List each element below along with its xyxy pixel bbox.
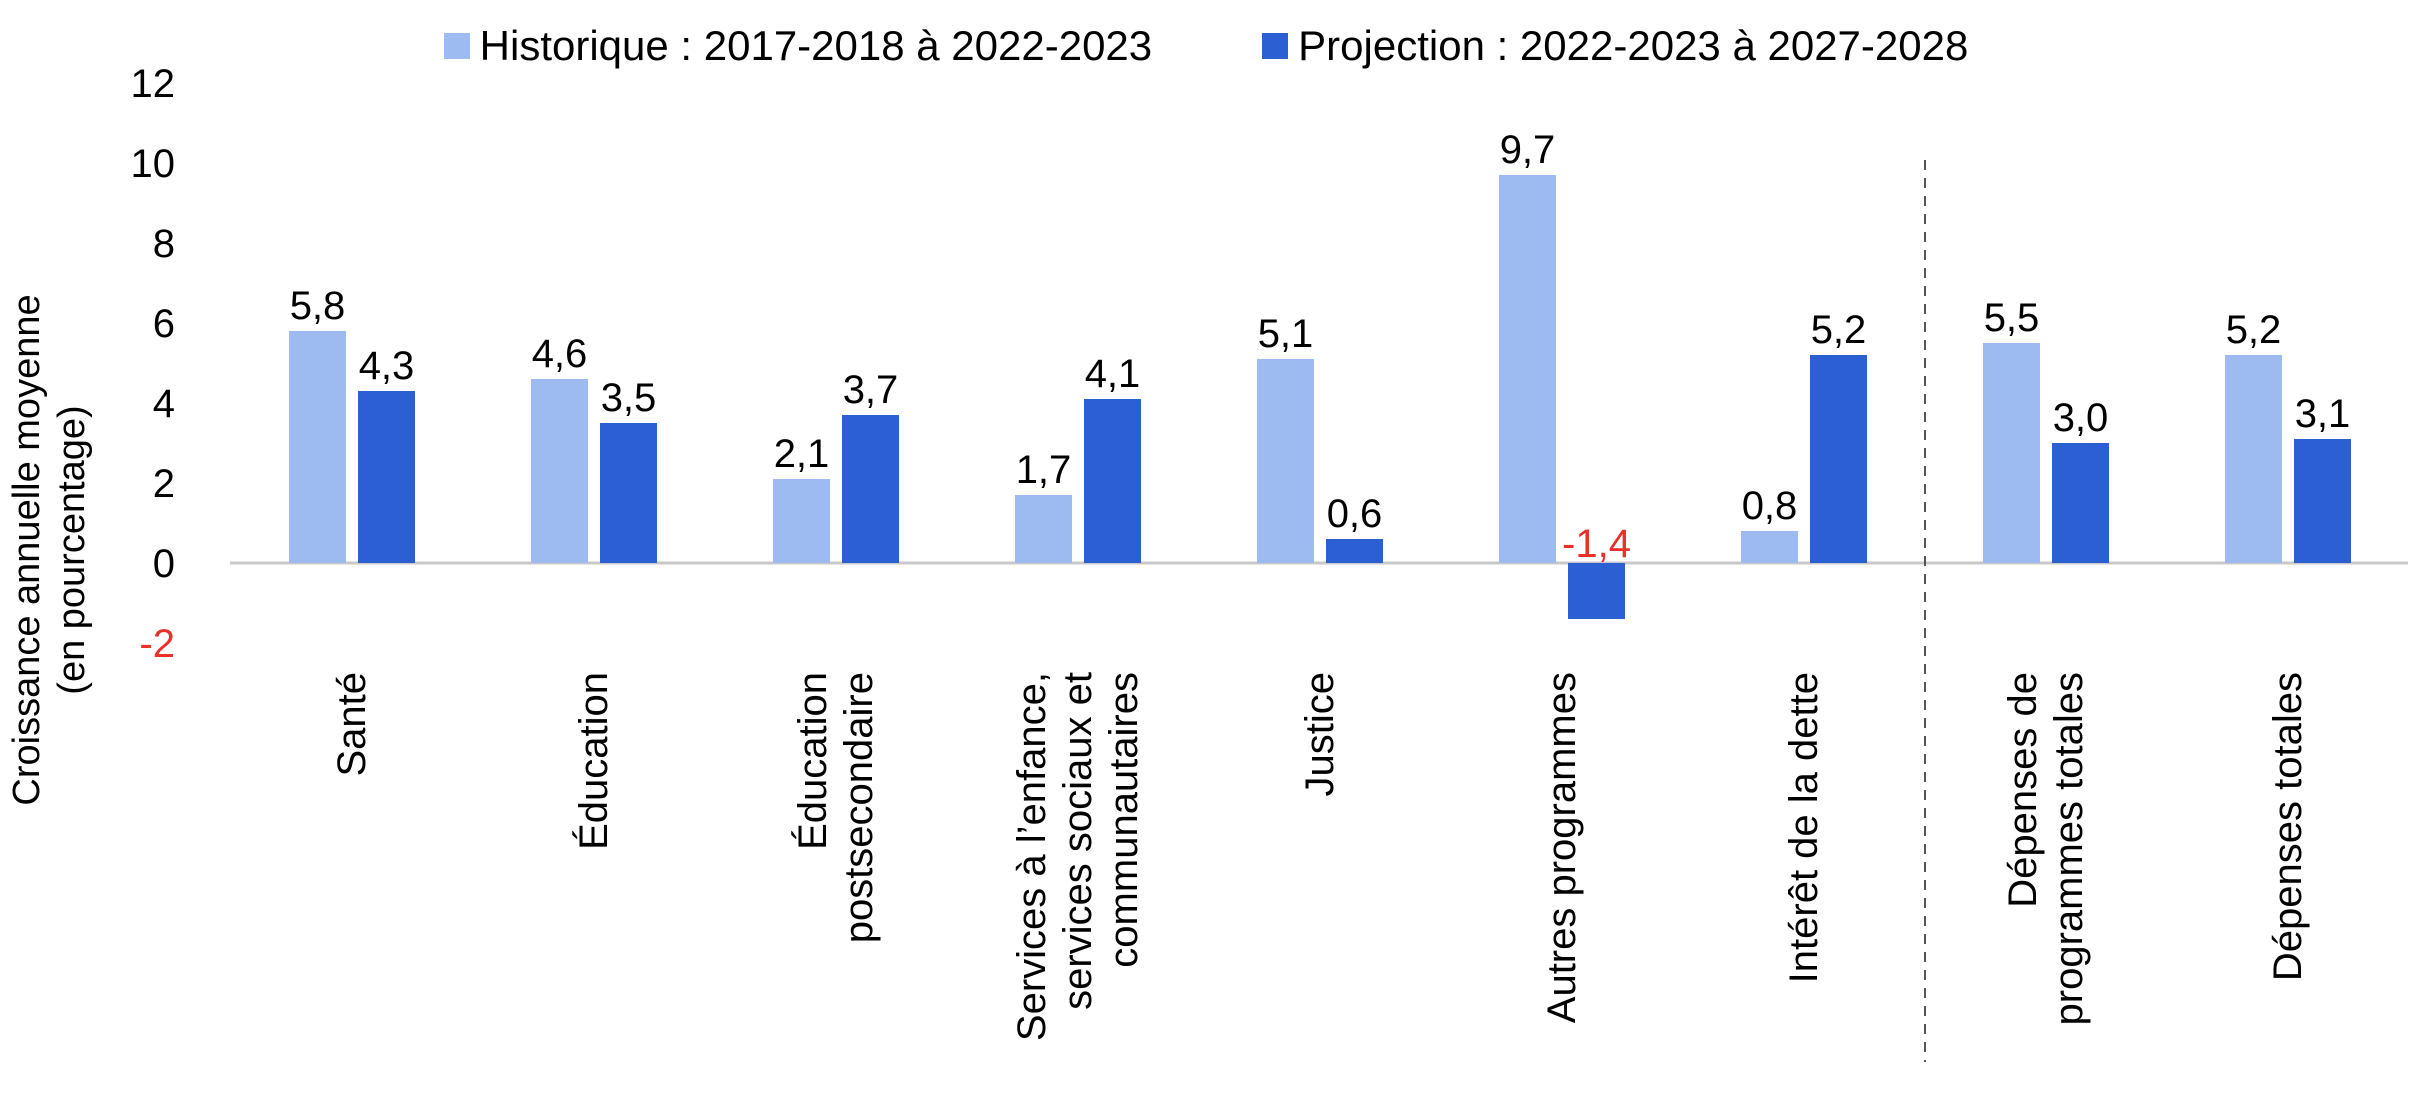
data-label: 3,0	[2053, 396, 2109, 440]
bar-projection	[842, 415, 899, 563]
legend-swatch-historique	[443, 33, 470, 59]
x-tick-label: Éducation	[571, 672, 616, 850]
y-tick-label: 0	[153, 542, 175, 586]
data-label: 5,5	[1984, 296, 2040, 340]
x-tick-label: Dépenses deprogrammes totales	[2001, 672, 2091, 1025]
y-tick-label: -2	[139, 622, 175, 666]
x-tick-label: Services à l’enfance,services sociaux et…	[1010, 672, 1146, 1041]
y-tick-label: 10	[131, 142, 176, 186]
x-tick-label: Santé	[330, 672, 374, 777]
legend: Historique : 2017-2018 à 2022-2023 Proje…	[0, 22, 2412, 70]
bar-projection	[1810, 355, 1867, 563]
y-tick-label: 8	[153, 222, 175, 266]
x-tick-label: Éducationpostsecondaire	[790, 672, 881, 943]
data-label: -1,4	[1562, 522, 1631, 566]
data-label: 2,1	[774, 432, 830, 476]
y-tick-label: 12	[131, 62, 176, 106]
x-tick-label: Justice	[1298, 672, 1342, 797]
data-label: 4,6	[532, 332, 588, 376]
data-label: 5,8	[290, 284, 346, 328]
data-label: 1,7	[1016, 448, 1072, 492]
bar-projection	[2052, 443, 2109, 563]
bar-projection	[1568, 563, 1625, 619]
data-label: 0,8	[1742, 484, 1798, 528]
bar-historique	[1741, 531, 1798, 563]
legend-swatch-projection	[1262, 33, 1289, 59]
legend-label-projection: Projection : 2022-2023 à 2027-2028	[1298, 22, 1969, 69]
data-label: 3,1	[2295, 392, 2351, 436]
bar-historique	[1257, 359, 1314, 563]
legend-item-historique: Historique : 2017-2018 à 2022-2023	[443, 22, 1153, 70]
y-tick-label: 4	[153, 382, 175, 426]
data-label: 4,3	[359, 344, 415, 388]
bar-projection	[1326, 539, 1383, 563]
data-label: 3,5	[601, 376, 657, 420]
legend-item-projection: Projection : 2022-2023 à 2027-2028	[1262, 22, 1968, 70]
y-tick-label: 2	[153, 462, 175, 506]
data-label: 9,7	[1500, 128, 1556, 172]
bar-historique	[1015, 495, 1072, 563]
x-tick-label: Dépenses totales	[2266, 672, 2310, 981]
bar-historique	[531, 379, 588, 563]
legend-label-historique: Historique : 2017-2018 à 2022-2023	[479, 22, 1153, 69]
bar-projection	[2294, 439, 2351, 563]
data-label: 3,7	[843, 368, 899, 412]
data-label: 4,1	[1085, 352, 1141, 396]
data-label: 5,2	[1811, 308, 1867, 352]
bar-historique	[2225, 355, 2282, 563]
data-label: 5,2	[2226, 308, 2282, 352]
bar-historique	[289, 331, 346, 563]
x-tick-label: Intérêt de la dette	[1782, 672, 1826, 983]
bar-projection	[600, 423, 657, 563]
bar-historique	[1499, 175, 1556, 563]
bar-projection	[358, 391, 415, 563]
data-label: 5,1	[1258, 312, 1314, 356]
bar-projection	[1084, 399, 1141, 563]
y-tick-label: 6	[153, 302, 175, 346]
data-label: 0,6	[1327, 492, 1383, 536]
bar-historique	[1983, 343, 2040, 563]
bar-historique	[773, 479, 830, 563]
x-tick-label: Autres programmes	[1540, 672, 1584, 1023]
